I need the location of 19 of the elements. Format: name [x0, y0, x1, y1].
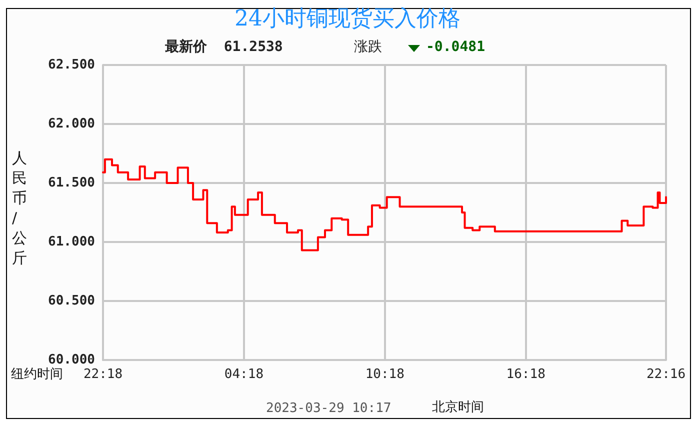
y-tick-label: 61.000 — [48, 234, 96, 250]
text: 涨跌 — [354, 39, 382, 55]
text: 2023-03-29 10:17 — [266, 401, 392, 416]
x-tick-label: 22:18 — [83, 367, 123, 382]
y-tick-label: 62.000 — [48, 116, 96, 132]
chart-title: 24小时铜现货买入价格 — [234, 6, 461, 32]
y-tick-label: 60.000 — [48, 352, 96, 368]
y-tick-label: 61.500 — [48, 176, 96, 190]
text: 纽约时间 — [11, 367, 63, 382]
y-axis-title: 人民币/公斤 — [12, 149, 27, 267]
x-tick-label: 22:16 — [646, 367, 686, 382]
y-tick-label: 60.500 — [48, 294, 96, 308]
text: -0.0481 — [426, 39, 486, 55]
x-tick-label: 16:18 — [506, 367, 546, 382]
x-tick-label: 04:18 — [224, 367, 264, 382]
y-tick-label: 62.500 — [48, 58, 96, 72]
x-axis-title: 北京时间 — [432, 400, 484, 415]
x-tick-label: 10:18 — [365, 367, 404, 382]
chart-subtitle: 最新价 61.2538 — [164, 38, 283, 55]
